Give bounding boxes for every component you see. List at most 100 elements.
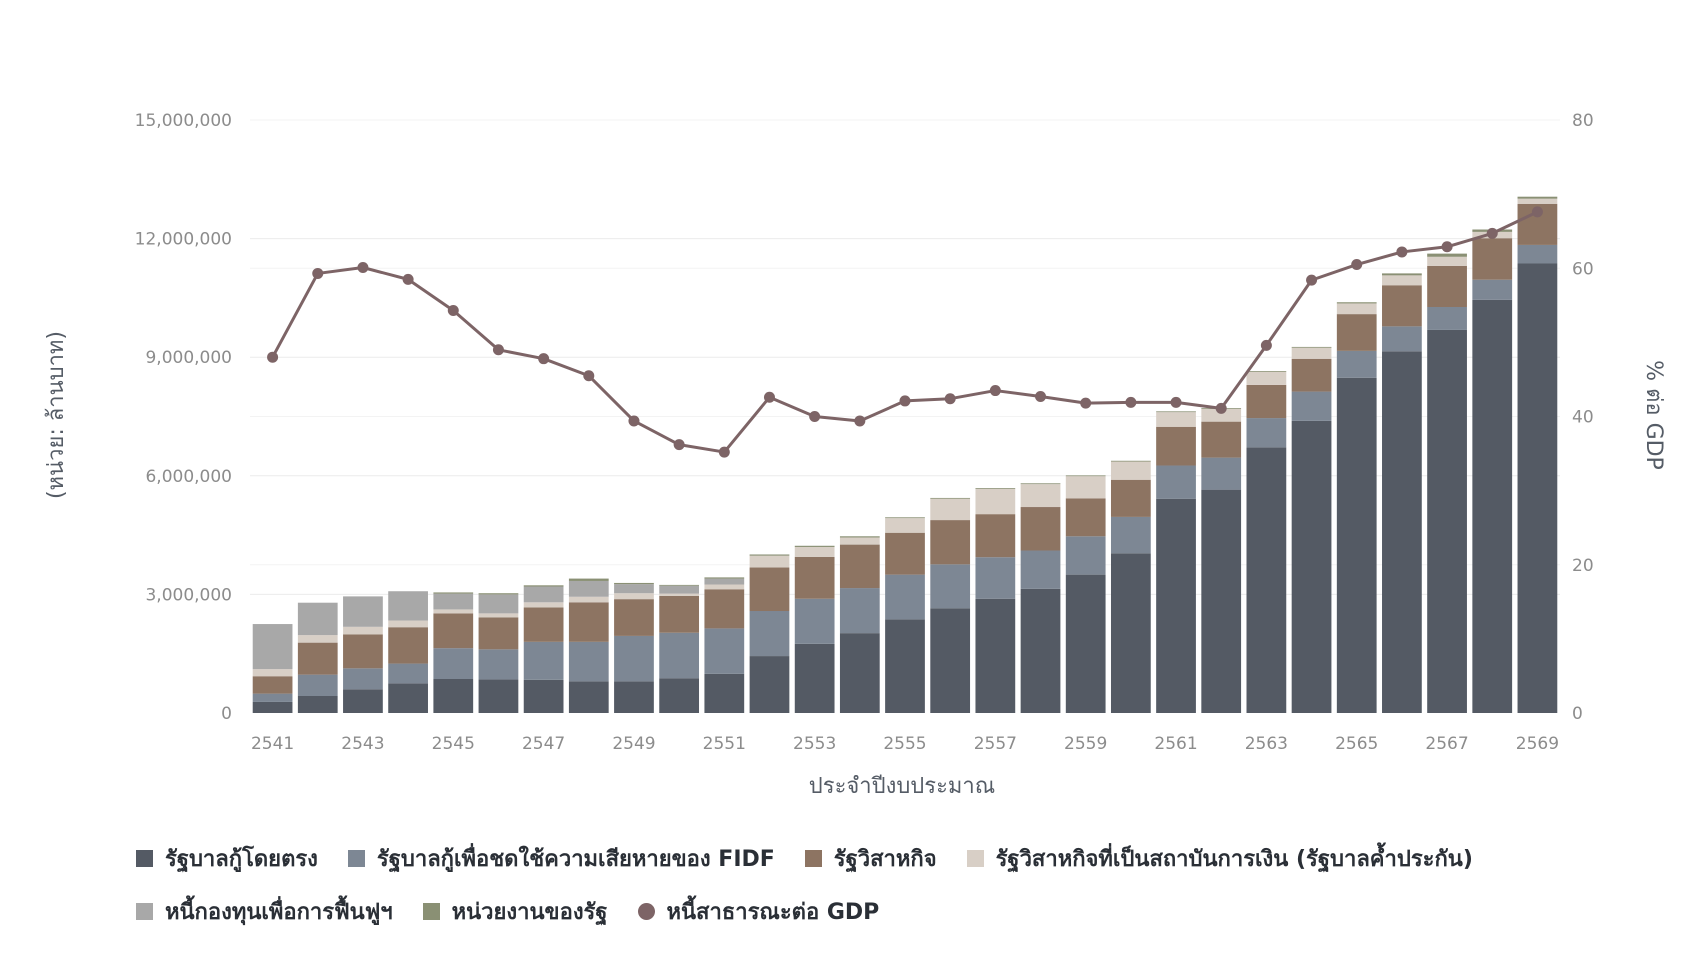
bar-segment xyxy=(1336,377,1377,713)
y-tick-label: 0 xyxy=(221,704,232,724)
x-tick-label: 2559 xyxy=(1064,734,1107,754)
gdp-point xyxy=(1306,274,1318,286)
bar-segment xyxy=(343,626,383,635)
bar-segment xyxy=(523,607,564,642)
legend-swatch xyxy=(347,849,365,867)
bar-segment xyxy=(659,585,700,594)
bar-segment xyxy=(885,574,925,620)
bar-segment xyxy=(297,635,338,643)
bar-segment xyxy=(1382,285,1422,327)
legend-item-state-enterprise: รัฐวิสาหกิจ xyxy=(804,841,937,876)
bar-segment xyxy=(839,537,880,545)
gdp-point xyxy=(583,370,595,382)
bar-segment xyxy=(930,498,971,521)
bar-segment xyxy=(1382,273,1422,276)
bar-segment xyxy=(614,584,654,594)
gdp-point xyxy=(944,393,956,405)
legend-item-fidf: รัฐบาลกู้เพื่อชดใช้ความเสียหายของ FIDF xyxy=(347,841,775,876)
bar-segment xyxy=(839,544,880,589)
y2-tick-label: 20 xyxy=(1572,556,1594,576)
y2-axis-title: % ต่อ GDP xyxy=(1641,360,1666,470)
gdp-point xyxy=(357,262,369,274)
bar-segment xyxy=(975,488,1016,515)
x-tick-label: 2541 xyxy=(251,734,294,754)
bar-segment xyxy=(659,584,700,586)
legend-swatch xyxy=(804,849,822,867)
y-tick-label: 6,000,000 xyxy=(145,467,232,487)
bar-segment xyxy=(523,585,564,587)
gdp-point xyxy=(1215,402,1227,414)
y2-tick-label: 40 xyxy=(1572,408,1594,428)
bar-segment xyxy=(388,627,428,664)
bar-segment xyxy=(1246,371,1287,385)
y-tick-label: 12,000,000 xyxy=(135,230,232,250)
gdp-point xyxy=(492,344,504,356)
bar-segment xyxy=(794,546,835,557)
bar-segment xyxy=(1427,329,1467,713)
bar-segment xyxy=(568,641,609,682)
bar-segment xyxy=(1291,420,1332,713)
bar-segment xyxy=(388,663,428,684)
bar-segment xyxy=(388,591,428,621)
bar-segment xyxy=(1110,516,1151,554)
x-tick-label: 2555 xyxy=(883,734,926,754)
bar-segment xyxy=(614,599,654,636)
x-tick-label: 2547 xyxy=(522,734,565,754)
bar-segment xyxy=(1110,461,1151,480)
gdp-line xyxy=(267,206,1543,458)
bar-segment xyxy=(1020,484,1061,508)
bar-segment xyxy=(1156,465,1196,499)
bar-segment xyxy=(568,580,609,597)
bar-segment xyxy=(478,617,519,650)
gdp-point xyxy=(1351,259,1363,271)
bar-segment xyxy=(704,584,745,590)
x-tick-label: 2567 xyxy=(1425,734,1468,754)
legend-label: รัฐวิสาหกิจที่เป็นสถาบันการเงิน (รัฐบาลค… xyxy=(995,846,1473,872)
x-tick-label: 2561 xyxy=(1154,734,1197,754)
bar-segment xyxy=(794,598,835,644)
bar-segment xyxy=(478,593,519,595)
gdp-point xyxy=(899,395,911,407)
legend-label: รัฐบาลกู้เพื่อชดใช้ความเสียหายของ FIDF xyxy=(376,846,775,872)
legend-swatch xyxy=(136,902,153,920)
legend-item-direct-borrowing: รัฐบาลกู้โดยตรง xyxy=(136,841,318,876)
bar-segment xyxy=(839,588,880,634)
bar-segment xyxy=(1110,460,1151,462)
x-tick-label: 2563 xyxy=(1245,734,1288,754)
bar-segment xyxy=(749,554,790,556)
bar-segment xyxy=(523,679,564,713)
right-axis-ticks: 0 20 40 60 80 xyxy=(1572,111,1594,724)
legend-label: หนี้สาธารณะต่อ GDP xyxy=(666,899,880,925)
bar-segment xyxy=(433,592,474,594)
bar-segment xyxy=(749,555,790,568)
bar-segment xyxy=(930,564,971,609)
x-tick-label: 2549 xyxy=(612,734,655,754)
bar-segment xyxy=(1201,489,1242,713)
bar-segment xyxy=(704,673,745,713)
bar-segment xyxy=(252,624,293,670)
bar-segment xyxy=(1020,483,1061,485)
bar-segment xyxy=(794,545,835,547)
bar-segment xyxy=(478,679,519,713)
bar-segment xyxy=(568,578,609,581)
bar-segment xyxy=(614,681,654,713)
bar-segment xyxy=(1065,476,1106,499)
bar-segment xyxy=(1336,314,1377,351)
x-tick-label: 2553 xyxy=(793,734,836,754)
bar-segment xyxy=(704,589,745,629)
bar-segment xyxy=(1020,507,1061,551)
bar-segment xyxy=(433,593,474,610)
x-tick-label: 2551 xyxy=(703,734,746,754)
legend-row-2: หนี้กองทุนเพื่อการฟื้นฟูฯ หน่วยงานของรัฐ… xyxy=(136,898,1676,925)
gdp-point xyxy=(809,411,821,422)
bar-segment xyxy=(1246,371,1287,372)
gdp-point xyxy=(854,415,866,427)
bar-segment xyxy=(614,593,654,600)
bar-segment xyxy=(614,635,654,682)
legend-dot xyxy=(637,902,655,920)
bar-segment xyxy=(1020,588,1061,713)
bar-segment xyxy=(1382,326,1422,352)
bar-segment xyxy=(1065,475,1106,477)
bar-segment xyxy=(343,668,383,690)
gdp-point xyxy=(1035,390,1047,402)
